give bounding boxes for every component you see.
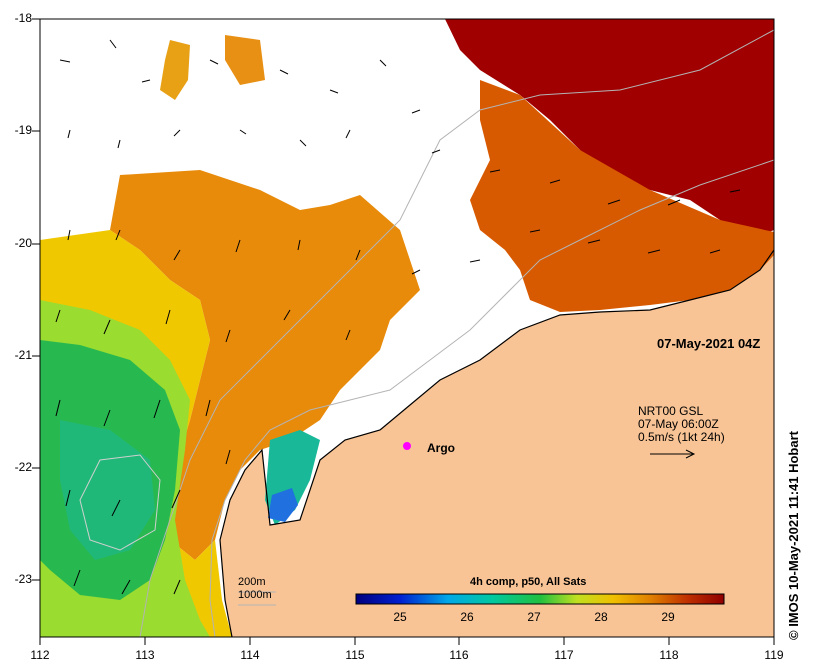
isobath-contour-sw: [79, 454, 161, 551]
y-tick-label: -22: [14, 460, 32, 474]
y-tick-label: -18: [14, 11, 32, 25]
sst-region-shelf-edge: [470, 80, 774, 312]
sst-region-north-patch-2: [225, 35, 265, 85]
argo-label: Argo: [427, 441, 455, 455]
y-tick-label: -23: [14, 572, 32, 586]
y-tick-label: -21: [14, 348, 32, 362]
credit-text: © IMOS 10-May-2021 11:41 Hobart: [786, 431, 801, 640]
y-tick-label: -20: [14, 236, 32, 250]
isobath-legend-200m: 200m: [238, 576, 266, 588]
colorbar-tick-label: 28: [594, 610, 608, 624]
x-tick-label: 114: [240, 648, 260, 662]
x-tick-label: 118: [659, 648, 679, 662]
velocity-arrows: [55, 39, 741, 595]
sst-region-central: [110, 170, 420, 560]
colorbar-tick-label: 29: [661, 610, 675, 624]
axis-ticks: [32, 18, 775, 645]
x-tick-label: 116: [449, 648, 469, 662]
velocity-scale-arrow: [650, 449, 696, 459]
argo-marker: [403, 442, 411, 450]
colorbar: [355, 593, 725, 605]
isobath-legend: 200m 1000m: [238, 576, 272, 602]
isobath-legend-1000m: 1000m: [238, 589, 272, 601]
sst-region-north-patch: [160, 40, 190, 100]
velocity-scale-label: 0.5m/s (1kt 24h): [638, 430, 725, 444]
sst-region-warm-pool: [445, 19, 774, 240]
velocity-source: NRT00 GSL: [638, 404, 704, 418]
x-tick-label: 115: [345, 648, 365, 662]
isobath-1000m: [139, 29, 774, 637]
colorbar-title: 4h comp, p50, All Sats: [470, 576, 587, 588]
sst-region-cooler: [60, 420, 155, 560]
x-tick-label: 117: [554, 648, 574, 662]
map-date-title: 07-May-2021 04Z: [657, 336, 761, 351]
colorbar-tick-label: 27: [527, 610, 541, 624]
coastline: [219, 249, 774, 637]
colorbar-tick-label: 26: [460, 610, 474, 624]
x-tick-label: 112: [30, 648, 50, 662]
velocity-info: NRT00 GSL 07-May 06:00Z 0.5m/s (1kt 24h): [638, 405, 725, 444]
colorbar-tick-label: 25: [393, 610, 407, 624]
sst-region-exmouth-gulf-cold: [268, 488, 298, 522]
y-tick-label: -19: [14, 123, 32, 137]
velocity-time: 07-May 06:00Z: [638, 417, 719, 431]
x-tick-label: 119: [764, 648, 784, 662]
isobath-200m: [209, 159, 774, 637]
plot-frame: [39, 18, 775, 638]
x-tick-label: 113: [135, 648, 155, 662]
